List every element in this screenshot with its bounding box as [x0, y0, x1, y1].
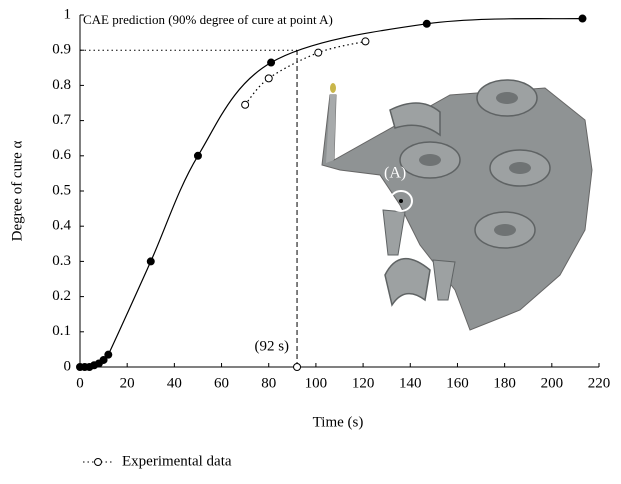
- chart: (A) CAE prediction (90% degree of cure a…: [0, 0, 621, 484]
- data-point: [242, 101, 249, 108]
- legend-marker: [95, 459, 102, 466]
- x-tick-label: 100: [305, 375, 328, 391]
- x-tick-label: 40: [167, 375, 182, 391]
- point-a: [399, 199, 403, 203]
- y-tick-label: 0.7: [52, 112, 71, 128]
- data-point: [265, 75, 272, 82]
- x-tick-label: 140: [399, 375, 422, 391]
- data-point: [194, 152, 201, 159]
- data-point: [147, 258, 154, 265]
- x-tick-label: 60: [214, 375, 229, 391]
- torus-hole: [509, 162, 531, 174]
- annotation: CAE prediction (90% degree of cure at po…: [83, 12, 333, 27]
- part-pin: [383, 210, 405, 255]
- reference-label: (92 s): [254, 338, 289, 354]
- y-tick-label: 0.5: [52, 182, 71, 198]
- x-tick-label: 180: [493, 375, 516, 391]
- y-tick-label: 0.8: [52, 77, 71, 93]
- point-a-label: (A): [384, 165, 406, 182]
- legend-label: Experimental data: [122, 453, 232, 469]
- torus-hole: [496, 92, 518, 104]
- data-point: [268, 59, 275, 66]
- x-tick-label: 0: [76, 375, 84, 391]
- x-axis-label: Time (s): [313, 414, 364, 430]
- y-tick-label: 0.1: [52, 323, 71, 339]
- x-tick-label: 160: [446, 375, 469, 391]
- part-plate: [322, 88, 592, 330]
- x-tick-label: 220: [588, 375, 611, 391]
- x-tick-label: 80: [261, 375, 276, 391]
- y-tick-label: 1: [64, 6, 72, 22]
- y-tick-label: 0.6: [52, 147, 71, 163]
- y-tick-label: 0.9: [52, 42, 71, 58]
- part-gate: [330, 83, 336, 93]
- half-torus: [385, 259, 430, 305]
- series-line: [245, 41, 365, 104]
- torus-hole: [419, 154, 441, 166]
- x-tick-label: 20: [120, 375, 135, 391]
- x-tick-label: 200: [541, 375, 564, 391]
- y-tick-label: 0.4: [52, 218, 71, 234]
- x-tick-label: 120: [352, 375, 375, 391]
- data-point: [423, 20, 430, 27]
- y-tick-label: 0.3: [52, 253, 71, 269]
- data-point: [362, 38, 369, 45]
- y-tick-label: 0.2: [52, 288, 71, 304]
- data-point: [315, 49, 322, 56]
- part-illustration: (A): [322, 80, 592, 330]
- data-point: [579, 15, 586, 22]
- y-tick-label: 0: [64, 358, 72, 374]
- reference-point: [294, 364, 301, 371]
- torus-hole: [494, 224, 516, 236]
- y-axis-label: Degree of cure α: [9, 141, 25, 242]
- data-point: [105, 351, 112, 358]
- part-pin: [433, 260, 455, 300]
